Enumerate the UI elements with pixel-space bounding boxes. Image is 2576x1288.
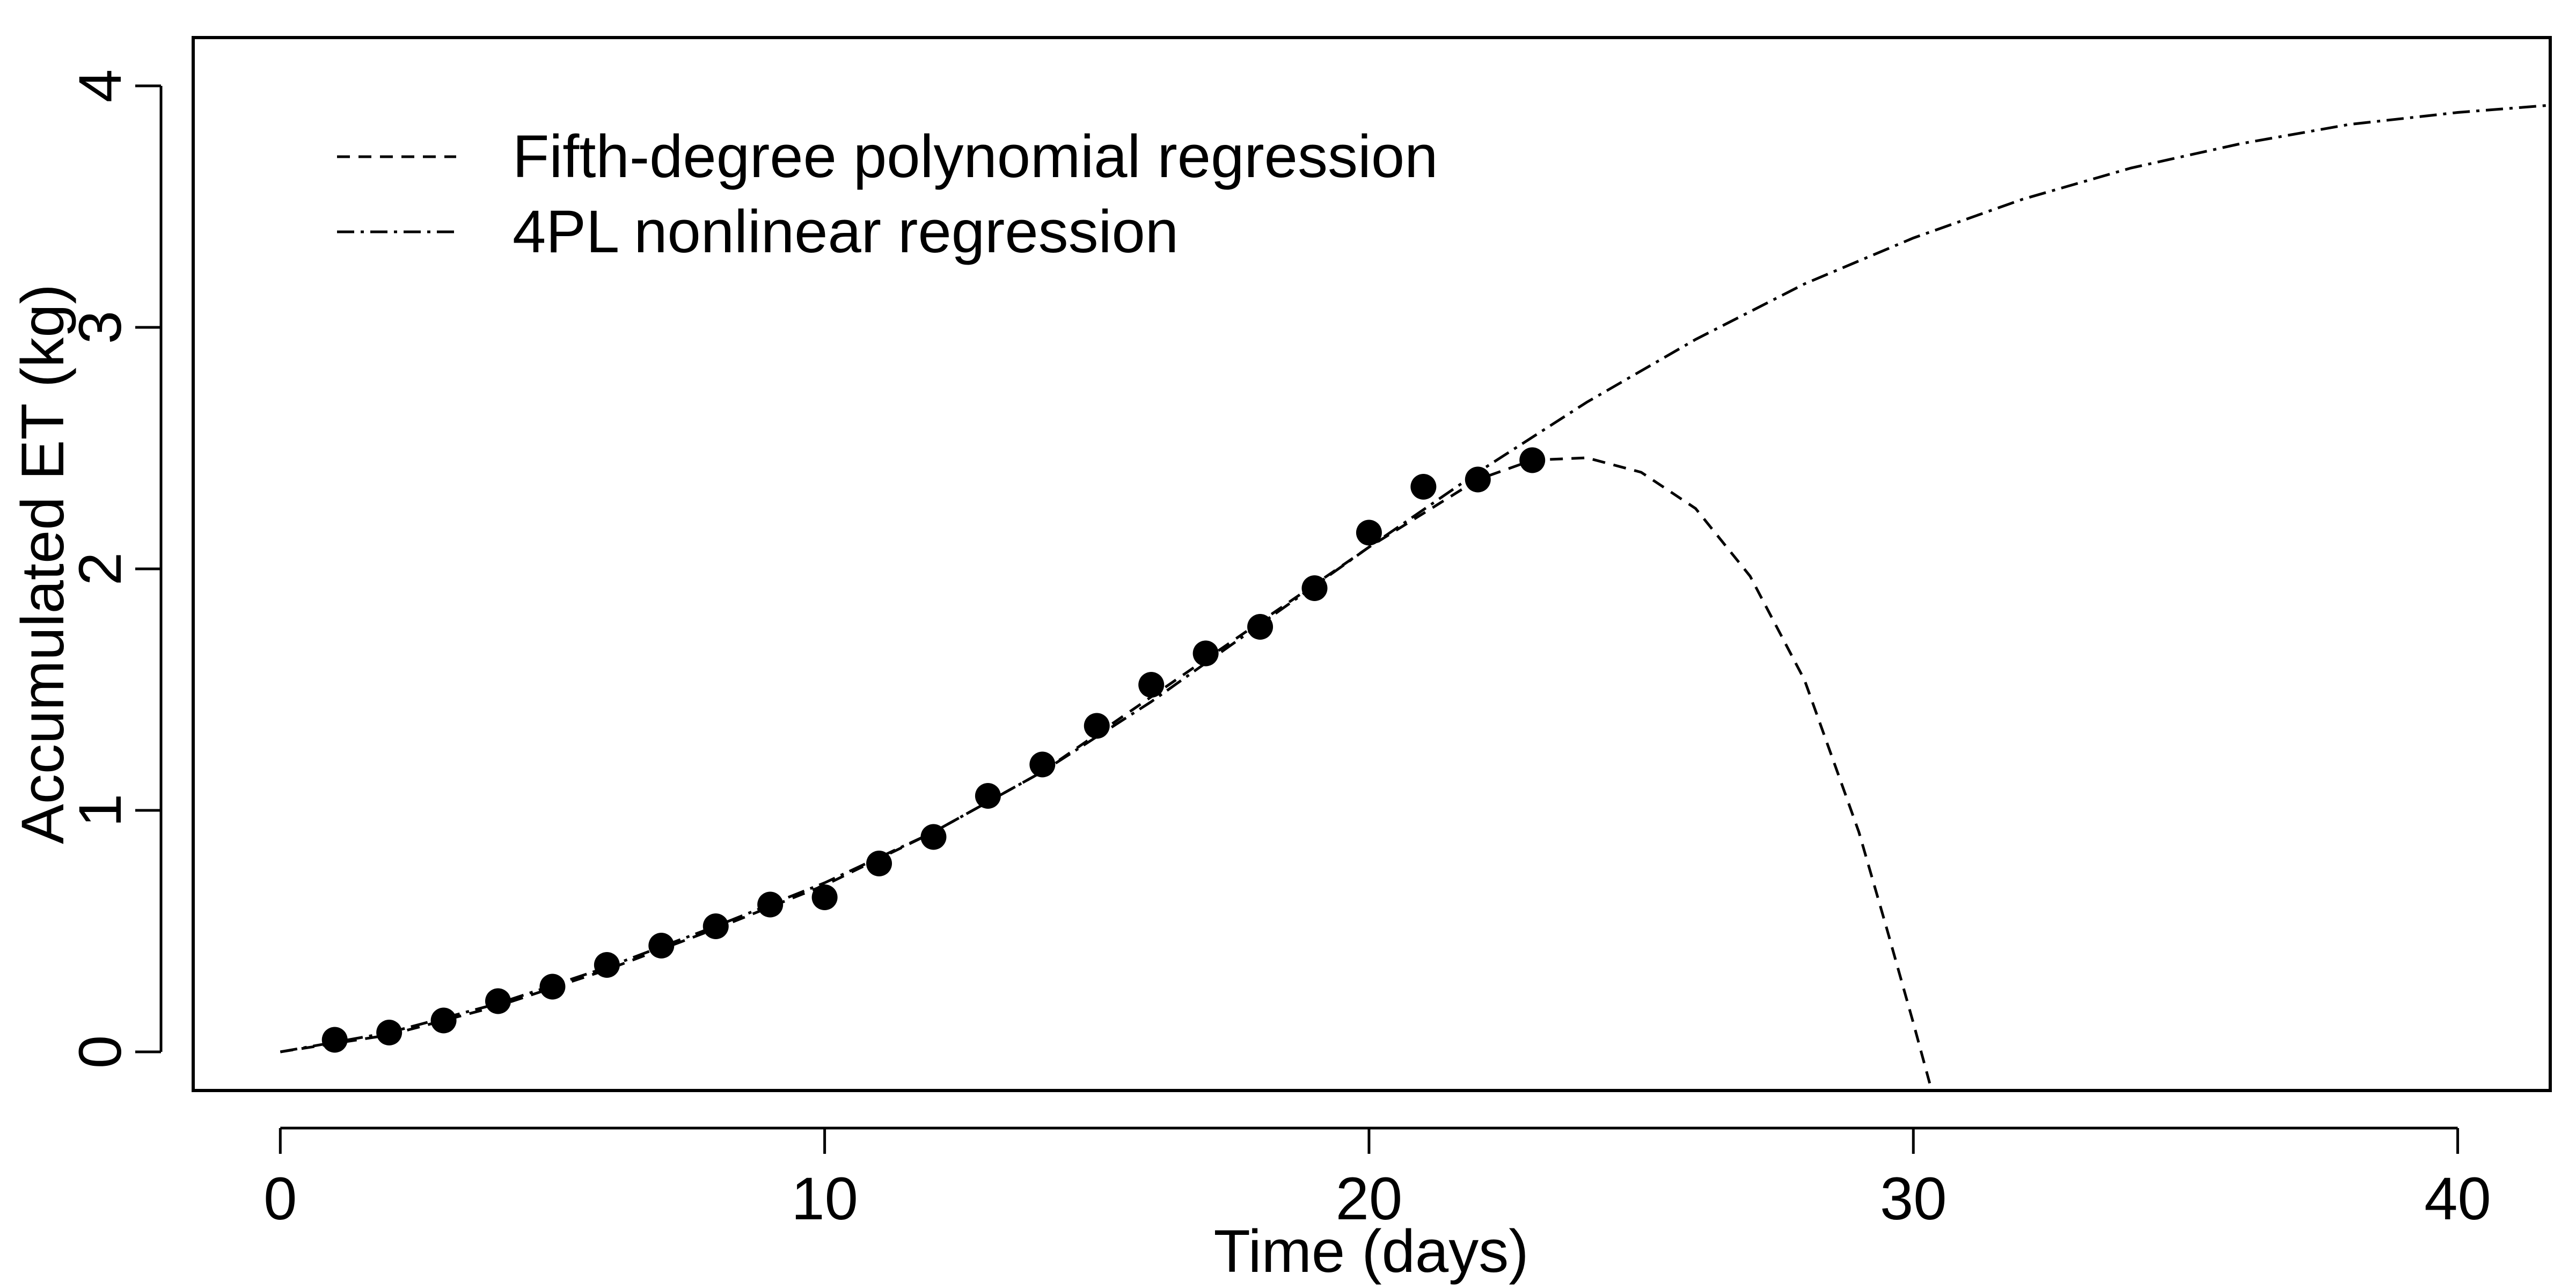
data-point bbox=[702, 913, 729, 939]
data-point bbox=[1301, 575, 1328, 601]
data-point bbox=[1138, 672, 1165, 698]
y-tick-label: 3 bbox=[67, 311, 134, 344]
legend: Fifth-degree polynomial regression 4PL n… bbox=[337, 123, 1438, 265]
data-point bbox=[975, 783, 1001, 809]
data-point bbox=[866, 851, 892, 876]
data-point bbox=[1519, 447, 1546, 473]
series-layer bbox=[280, 104, 2550, 1084]
data-points bbox=[321, 447, 1546, 1053]
y-tick-label: 0 bbox=[67, 1035, 134, 1069]
y-axis: 0 1 2 3 4 bbox=[67, 69, 163, 1069]
x-tick-label: 20 bbox=[1336, 1165, 1403, 1232]
series-4pl-line bbox=[280, 104, 2550, 1053]
data-point bbox=[1465, 466, 1491, 493]
x-axis-title: Time (days) bbox=[1213, 1218, 1528, 1285]
series-polynomial-line bbox=[280, 456, 1931, 1084]
x-axis: 0 10 20 30 40 bbox=[264, 1126, 2491, 1232]
data-point bbox=[811, 884, 838, 910]
y-tick-label: 4 bbox=[67, 69, 134, 103]
y-tick-label: 1 bbox=[67, 794, 134, 827]
data-point bbox=[1192, 640, 1219, 667]
y-tick-label: 2 bbox=[67, 552, 134, 586]
plot-frame bbox=[192, 36, 2552, 1092]
y-axis-title: Accumulated ET (kg) bbox=[9, 284, 76, 844]
data-point bbox=[485, 988, 511, 1014]
data-point bbox=[376, 1020, 402, 1045]
data-point bbox=[1410, 474, 1437, 500]
data-point bbox=[539, 974, 566, 1000]
x-tick-label: 30 bbox=[1880, 1165, 1947, 1232]
data-point bbox=[321, 1027, 348, 1053]
x-tick-label: 0 bbox=[264, 1165, 297, 1232]
data-point bbox=[1029, 751, 1056, 778]
data-point bbox=[1356, 519, 1382, 546]
data-point bbox=[594, 952, 620, 978]
data-point bbox=[920, 824, 947, 850]
data-point bbox=[648, 933, 675, 958]
data-point bbox=[1084, 713, 1110, 739]
data-point bbox=[430, 1007, 457, 1034]
x-tick-label: 40 bbox=[2424, 1165, 2491, 1232]
data-point bbox=[757, 891, 784, 918]
legend-label-4pl: 4PL nonlinear regression bbox=[513, 198, 1179, 265]
x-tick-label: 10 bbox=[791, 1165, 858, 1232]
data-point bbox=[1247, 614, 1274, 640]
legend-label-polynomial: Fifth-degree polynomial regression bbox=[513, 123, 1438, 190]
